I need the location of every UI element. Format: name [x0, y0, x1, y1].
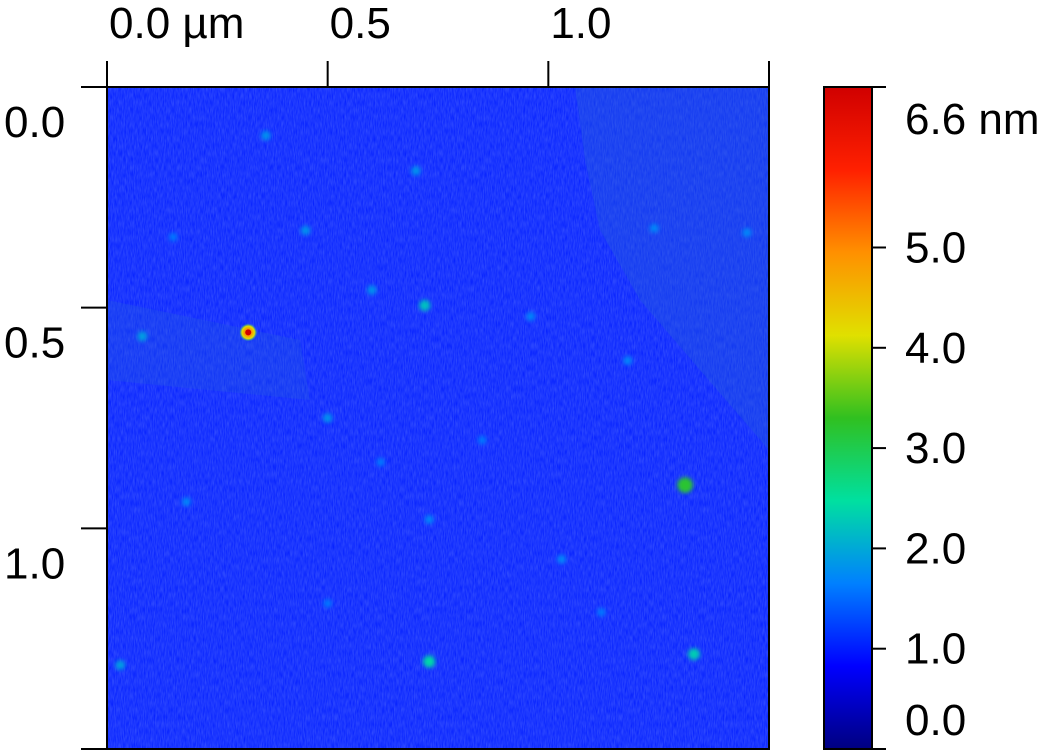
colorbar-tick-label: 3.0	[905, 424, 966, 473]
surface-feature	[261, 130, 271, 141]
surface-feature	[557, 554, 567, 564]
surface-feature-mark	[300, 225, 311, 236]
x-axis: 0.0 µm 0.5 1.0	[106, 0, 770, 88]
terrace-step-region	[575, 87, 769, 450]
x-axis-tick-label: 0.0 µm	[109, 0, 244, 48]
surface-features-group	[115, 130, 752, 671]
surface-feature	[526, 311, 536, 321]
surface-feature	[239, 323, 258, 342]
surface-feature-mark	[419, 299, 431, 312]
surface-feature	[300, 225, 311, 236]
surface-feature	[115, 660, 126, 671]
surface-feature	[477, 435, 487, 445]
surface-feature-mark	[411, 166, 421, 176]
surface-texture	[107, 87, 769, 749]
surface-feature	[376, 457, 385, 467]
surface-feature	[596, 607, 606, 617]
surface-feature-mark	[367, 285, 377, 295]
surface-feature-mark	[322, 413, 333, 423]
colorbar-gradient	[823, 86, 873, 750]
surface-feature	[649, 223, 659, 233]
surface-feature-mark	[649, 223, 659, 233]
surface-feature	[411, 166, 421, 176]
surface-feature-mark	[168, 232, 178, 242]
colorbar-tick-label: 5.0	[905, 223, 966, 272]
surface-feature	[688, 648, 700, 661]
surface-feature	[137, 331, 148, 342]
surface-feature-mark	[688, 648, 700, 661]
surface-feature-mark	[742, 228, 752, 238]
surface-feature-mark	[557, 554, 567, 564]
surface-feature-mark	[526, 311, 536, 321]
colorbar-tick-label: 6.6 nm	[905, 95, 1040, 144]
surface-feature-mark	[261, 130, 271, 141]
surface-feature	[677, 477, 693, 493]
height-map-plot-area	[107, 87, 769, 749]
x-axis-tick-label: 0.5	[330, 0, 391, 48]
y-axis-tick-label: 0.0	[4, 98, 65, 147]
colorbar-tick-label: 2.0	[905, 524, 966, 573]
surface-feature	[419, 299, 431, 312]
surface-feature-peak	[245, 329, 252, 336]
colorbar-ticks: 0.0 1.0 2.0 3.0 4.0 5.0 6.6 nm	[872, 86, 1040, 750]
terrace-step-region-left	[107, 300, 310, 400]
y-axis-tick-label: 1.0	[4, 539, 65, 588]
surface-feature	[322, 413, 333, 423]
surface-feature-mark	[677, 477, 693, 493]
surface-feature	[423, 655, 436, 668]
y-axis-tick-label: 0.5	[4, 319, 65, 368]
surface-feature	[623, 356, 633, 366]
surface-feature-mark	[596, 607, 606, 617]
x-axis-tick-label: 1.0	[550, 0, 611, 48]
surface-feature-mark	[477, 435, 487, 445]
surface-feature-mark	[623, 356, 633, 366]
surface-feature	[323, 599, 332, 608]
surface-feature-mark	[181, 497, 191, 507]
surface-feature	[367, 285, 377, 295]
surface-feature	[742, 228, 752, 238]
y-axis: 0.0 0.5 1.0	[4, 86, 108, 750]
surface-feature-mark	[423, 655, 436, 668]
colorbar: 0.0 1.0 2.0 3.0 4.0 5.0 6.6 nm	[823, 86, 1040, 750]
surface-feature-mark	[137, 331, 148, 342]
colorbar-tick-label: 0.0	[905, 696, 966, 745]
surface-feature-mark	[424, 515, 434, 525]
surface-feature	[424, 515, 434, 525]
colorbar-tick-label: 1.0	[905, 625, 966, 674]
surface-feature-mark	[323, 599, 332, 608]
surface-feature	[181, 497, 191, 507]
colorbar-tick-label: 4.0	[905, 324, 966, 373]
surface-feature-mark	[115, 660, 126, 671]
surface-feature	[168, 232, 178, 242]
surface-feature-mark	[376, 457, 385, 467]
